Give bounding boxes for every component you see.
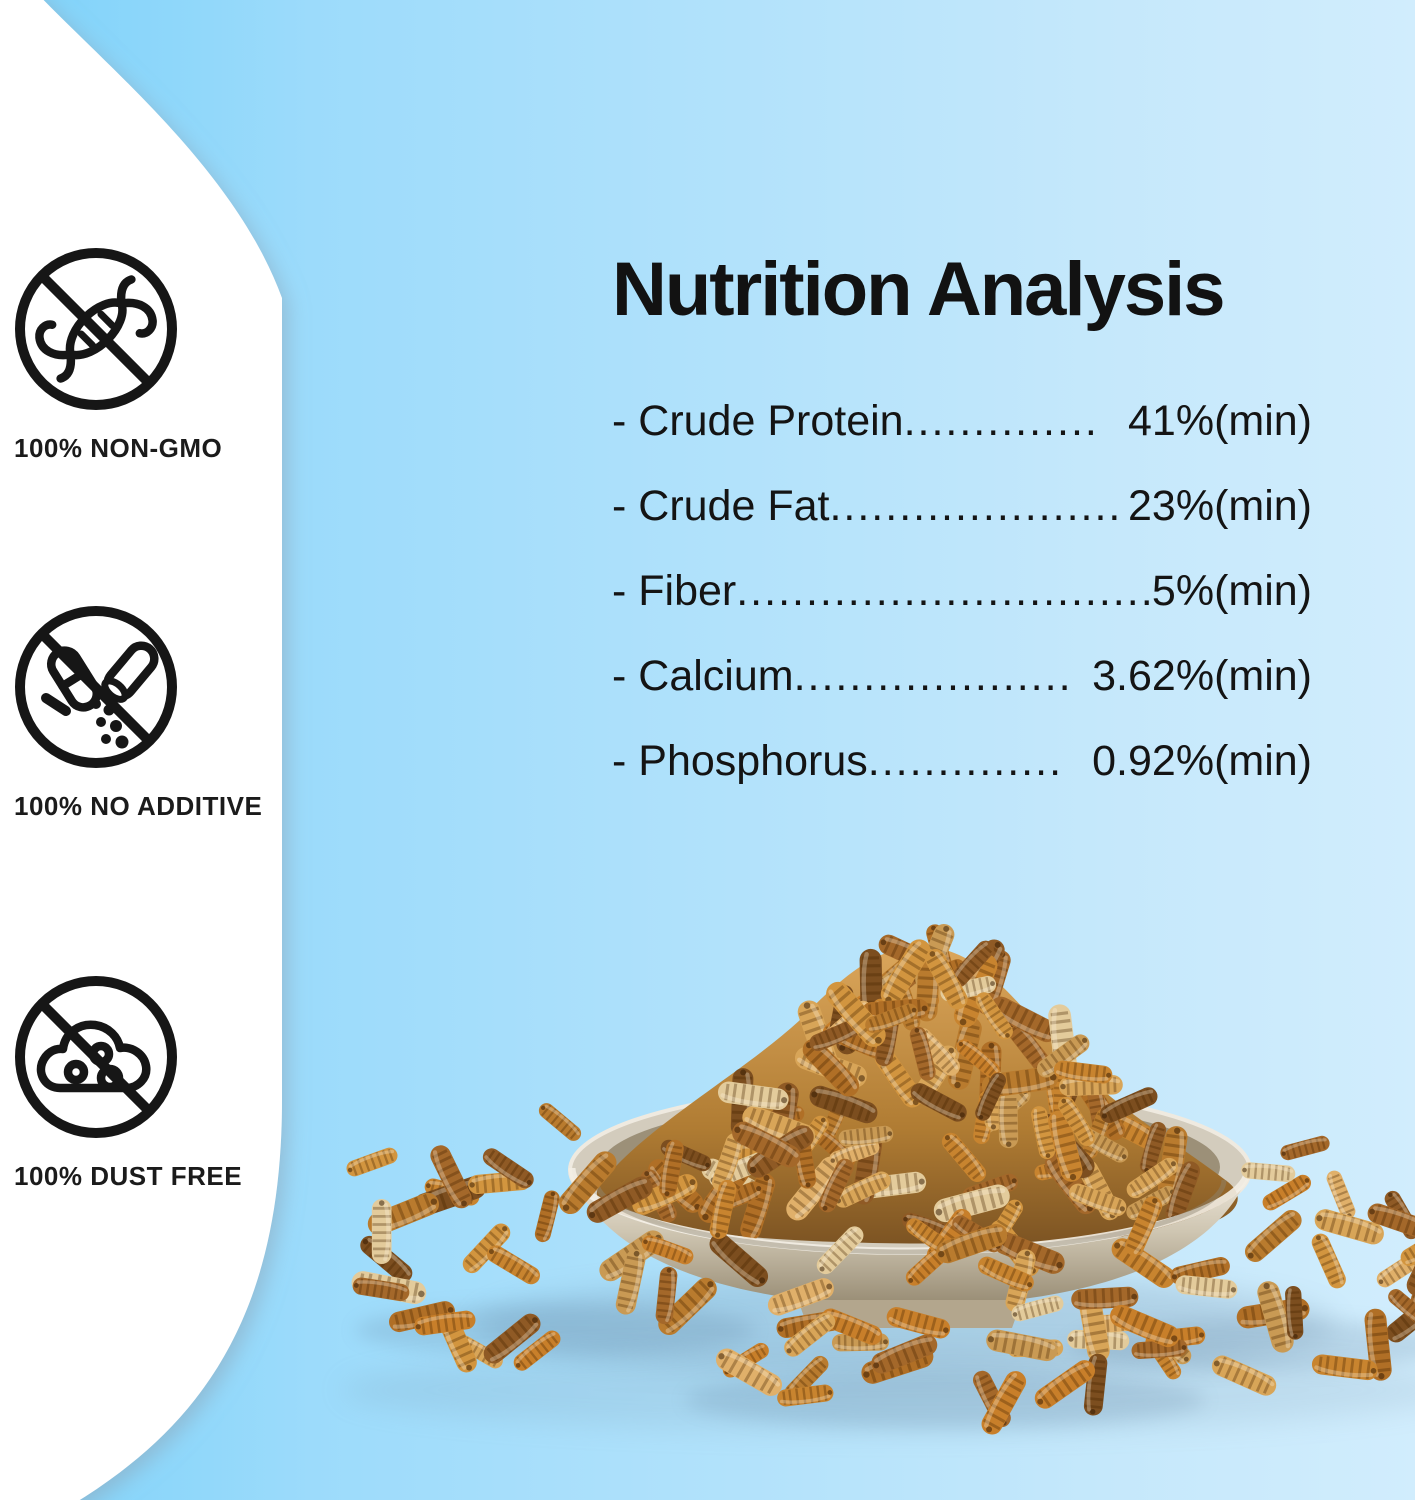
larvae-pile-texture — [629, 921, 1205, 1243]
feature-label: 100% NO ADDITIVE — [14, 791, 263, 821]
nutrient-label: - Crude Fat — [612, 481, 830, 530]
feature-dust-free: 100% DUST FREE — [10, 971, 300, 1189]
nutrient-label: - Fiber — [612, 566, 737, 615]
feature-label: 100% DUST FREE — [14, 1161, 243, 1191]
page-title: Nutrition Analysis — [612, 247, 1225, 332]
nutrient-value: 0.92%(min) — [1092, 736, 1312, 785]
dust-free-icon — [15, 976, 177, 1138]
larvae-pile — [596, 946, 1238, 1244]
dot-leader: .............. — [903, 399, 1099, 443]
plate-front — [568, 1167, 1252, 1328]
larvae-over-rim — [811, 1194, 1068, 1291]
no-gmo-icon — [15, 248, 177, 410]
nutrient-label: - Crude Protein — [612, 396, 904, 445]
dot-leader: .............. — [867, 739, 1064, 783]
scattered-larvae — [342, 1098, 1415, 1373]
feature-no-additive: 100% NO ADDITIVE — [10, 601, 300, 819]
nutrient-value: 23%(min) — [1128, 481, 1312, 530]
scattered-larvae-left — [350, 1142, 773, 1376]
nutrition-row: - Phosphorus.............. 0.92%(min) — [612, 736, 1312, 785]
nutrition-row: - Calcium.................... 3.62%(min) — [612, 651, 1312, 700]
plate — [568, 1083, 1252, 1257]
dot-leader: .................... — [793, 654, 1073, 698]
dot-leader: .............................. — [736, 569, 1152, 613]
scattered-larvae-right — [1107, 1159, 1415, 1399]
feature-label: 100% NON-GMO — [14, 433, 223, 463]
nutrition-list: - Crude Protein.............. 41%(min) - … — [612, 396, 1312, 785]
no-additive-icon — [15, 606, 177, 768]
feature-non-gmo: 100% NON-GMO — [10, 243, 300, 461]
nutrient-value: 5%(min) — [1151, 566, 1312, 615]
nutrient-label: - Phosphorus — [612, 736, 868, 785]
nutrition-panel: Nutrition Analysis - Crude Protein......… — [612, 250, 1312, 783]
nutrition-row: - Crude Protein.............. 41%(min) — [612, 396, 1312, 445]
nutrition-row: - Crude Fat..................... 23%(min) — [612, 481, 1312, 530]
dot-leader: ..................... — [829, 484, 1123, 528]
nutrient-label: - Calcium — [612, 651, 794, 700]
nutrient-value: 3.62%(min) — [1092, 651, 1312, 700]
nutrition-row: - Fiber.............................. 5%(… — [612, 566, 1312, 615]
nutrient-value: 41%(min) — [1128, 396, 1312, 445]
product-photo — [340, 921, 1415, 1438]
scattered-larvae-front — [712, 1245, 1208, 1438]
